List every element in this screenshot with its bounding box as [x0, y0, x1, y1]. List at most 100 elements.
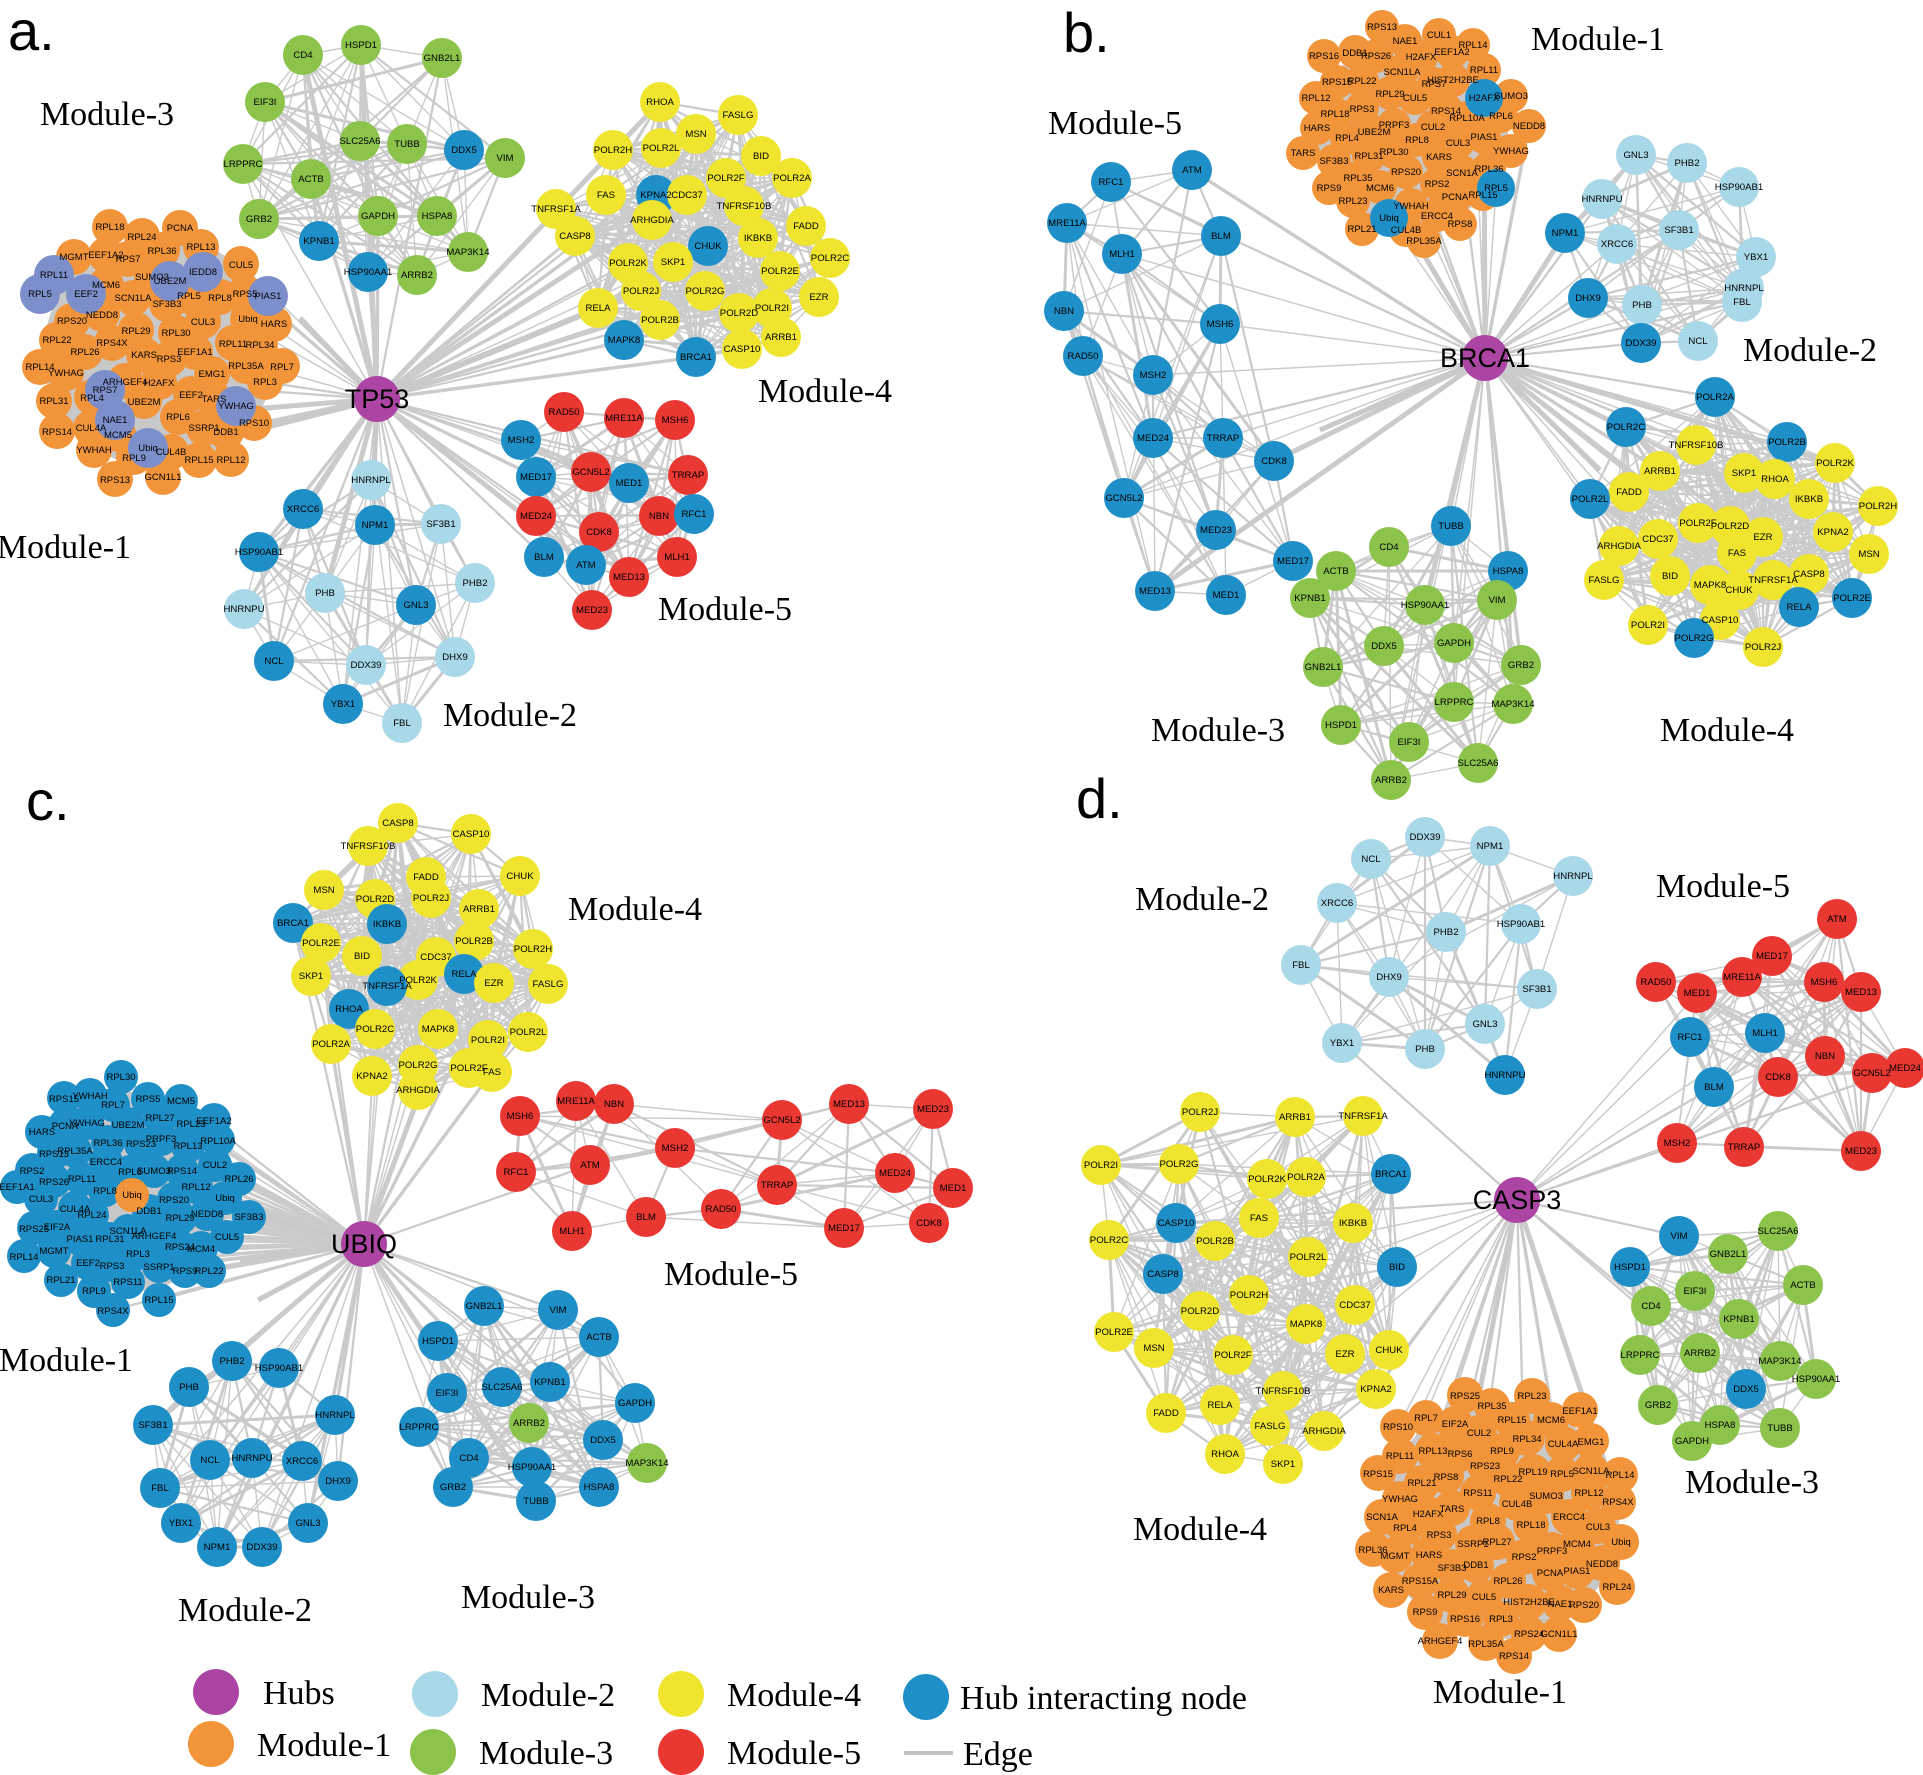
svg-text:RPL15: RPL15	[1497, 1415, 1526, 1426]
svg-text:NPM1: NPM1	[1477, 841, 1504, 852]
svg-text:SSRP1: SSRP1	[143, 1262, 174, 1273]
svg-text:H2AFX: H2AFX	[1413, 1509, 1444, 1520]
svg-text:RPS20: RPS20	[159, 1195, 189, 1206]
svg-text:HSP90AB1: HSP90AB1	[1715, 182, 1764, 193]
svg-text:SUMO3: SUMO3	[1494, 91, 1528, 102]
svg-text:RPL26: RPL26	[224, 1174, 253, 1185]
svg-text:POLR2G: POLR2G	[1160, 1159, 1199, 1170]
svg-text:RPS10: RPS10	[1383, 1422, 1413, 1433]
svg-text:Hubs: Hubs	[263, 1675, 335, 1712]
svg-text:CD4: CD4	[459, 1453, 479, 1464]
svg-text:FAS: FAS	[597, 190, 615, 201]
svg-text:XRCC6: XRCC6	[287, 504, 320, 515]
svg-text:POLR2I: POLR2I	[1631, 620, 1665, 631]
svg-text:HSPD1: HSPD1	[422, 1336, 454, 1347]
svg-text:SF3B3: SF3B3	[1319, 156, 1348, 167]
svg-text:HSP90AA1: HSP90AA1	[508, 1462, 557, 1473]
svg-text:BLM: BLM	[636, 1212, 656, 1223]
svg-text:RPL22: RPL22	[1347, 76, 1376, 87]
svg-text:RPL36: RPL36	[1474, 164, 1503, 175]
svg-text:RPL12: RPL12	[216, 455, 245, 466]
svg-text:HSP90AB1: HSP90AB1	[255, 1363, 304, 1374]
svg-text:XRCC6: XRCC6	[286, 1456, 319, 1467]
svg-text:CHUK: CHUK	[1375, 1345, 1403, 1356]
svg-text:RPL36: RPL36	[147, 246, 176, 257]
svg-text:RPS25: RPS25	[19, 1224, 49, 1235]
svg-text:RPS10: RPS10	[239, 418, 269, 429]
svg-text:TARS: TARS	[202, 394, 227, 405]
svg-text:PCNA: PCNA	[167, 223, 194, 234]
svg-text:CUL3: CUL3	[1586, 1522, 1610, 1533]
svg-text:PCNA: PCNA	[1537, 1568, 1564, 1579]
svg-text:PIAS1: PIAS1	[1564, 1566, 1591, 1577]
svg-text:EIF2A: EIF2A	[44, 1222, 71, 1233]
svg-text:ARHGEF4: ARHGEF4	[1418, 1636, 1463, 1647]
svg-text:BRCA1: BRCA1	[1440, 343, 1530, 373]
svg-text:GCN5L2: GCN5L2	[763, 1115, 800, 1126]
svg-text:UBE2M: UBE2M	[1358, 127, 1391, 138]
svg-text:MAPK8: MAPK8	[608, 335, 641, 346]
svg-text:RPS7: RPS7	[1422, 79, 1447, 90]
svg-text:Module-5: Module-5	[664, 1256, 798, 1293]
svg-text:GCN1L1: GCN1L1	[145, 472, 182, 483]
svg-text:ATM: ATM	[576, 560, 596, 571]
svg-text:RPS25: RPS25	[1450, 1391, 1480, 1402]
svg-text:FADD: FADD	[1616, 487, 1642, 498]
svg-text:ARRB2: ARRB2	[401, 270, 433, 281]
svg-text:TNFRSF1A: TNFRSF1A	[1338, 1111, 1388, 1122]
svg-text:MAP3K14: MAP3K14	[625, 1458, 669, 1469]
svg-text:EIF2A: EIF2A	[1442, 1419, 1469, 1430]
svg-text:RPL9: RPL9	[122, 453, 146, 464]
svg-text:MAP3K14: MAP3K14	[1758, 1356, 1802, 1367]
svg-text:ARRB2: ARRB2	[513, 1418, 545, 1429]
svg-text:MSH6: MSH6	[1207, 319, 1234, 330]
svg-text:RPL35A: RPL35A	[228, 361, 264, 372]
svg-text:MED17: MED17	[520, 472, 552, 483]
svg-text:CDC37: CDC37	[1642, 534, 1673, 545]
svg-text:CDC37: CDC37	[1339, 1300, 1370, 1311]
svg-text:NBN: NBN	[649, 511, 669, 522]
svg-text:IKBKB: IKBKB	[1795, 494, 1823, 505]
svg-text:RPL36: RPL36	[93, 1138, 122, 1149]
svg-text:RPL13: RPL13	[186, 242, 215, 253]
svg-text:BRCA1: BRCA1	[680, 352, 712, 363]
svg-text:RPL31: RPL31	[95, 1234, 124, 1245]
svg-text:MED1: MED1	[1684, 988, 1711, 999]
svg-text:RPS9: RPS9	[173, 1266, 198, 1277]
svg-text:RPL29: RPL29	[121, 326, 150, 337]
svg-text:HSP90AA1: HSP90AA1	[1792, 1374, 1841, 1385]
svg-text:FASLG: FASLG	[723, 110, 754, 121]
svg-text:DDX39: DDX39	[351, 660, 382, 671]
svg-text:YBX1: YBX1	[1744, 252, 1769, 263]
svg-text:RPL19: RPL19	[1518, 1467, 1547, 1478]
svg-text:CDK8: CDK8	[916, 1218, 942, 1229]
svg-text:TNFRSF1A: TNFRSF1A	[362, 981, 412, 992]
svg-text:ARRB1: ARRB1	[1279, 1112, 1311, 1123]
svg-text:RPS5: RPS5	[136, 1094, 161, 1105]
svg-text:MAP3K14: MAP3K14	[446, 247, 490, 258]
svg-text:MGMT: MGMT	[39, 1246, 68, 1257]
svg-text:UBE2M: UBE2M	[154, 276, 187, 287]
svg-text:MAPK8: MAPK8	[422, 1024, 455, 1035]
svg-text:RPL12: RPL12	[181, 1182, 210, 1193]
svg-text:RPS7: RPS7	[93, 385, 118, 396]
svg-text:POLR2B: POLR2B	[1768, 437, 1806, 448]
svg-text:MCM4: MCM4	[187, 1244, 215, 1255]
svg-text:Module-5: Module-5	[1048, 105, 1182, 142]
svg-text:POLR2L: POLR2L	[510, 1027, 547, 1038]
svg-text:TUBB: TUBB	[1767, 1423, 1793, 1434]
svg-text:PHB2: PHB2	[1433, 927, 1458, 938]
svg-text:RPS14: RPS14	[167, 1166, 197, 1177]
svg-text:ACTB: ACTB	[1790, 1280, 1816, 1291]
svg-text:ARHGDIA: ARHGDIA	[1302, 1426, 1346, 1437]
svg-text:DDX5: DDX5	[1733, 1384, 1759, 1395]
svg-text:MLH1: MLH1	[559, 1226, 585, 1237]
svg-text:FADD: FADD	[413, 872, 439, 883]
svg-text:ACTB: ACTB	[586, 1332, 612, 1343]
svg-text:RPL18: RPL18	[1320, 109, 1349, 120]
svg-text:SCN1A: SCN1A	[1446, 168, 1478, 179]
svg-text:GCN5L2: GCN5L2	[1853, 1068, 1890, 1079]
svg-text:DDB1: DDB1	[1342, 48, 1367, 59]
svg-text:GRB2: GRB2	[1645, 1400, 1671, 1411]
svg-text:RPL31: RPL31	[1354, 151, 1383, 162]
